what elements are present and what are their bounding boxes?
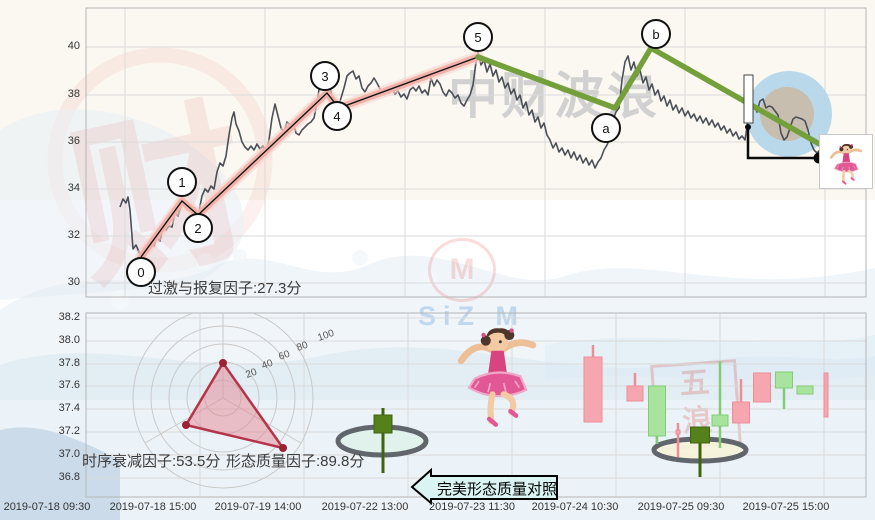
highlight-halo-tan xyxy=(760,87,814,141)
ballerina-thumbnail-icon xyxy=(823,139,869,185)
correction-wave-line xyxy=(475,45,826,149)
ballerina-illustration xyxy=(438,316,556,428)
candle-body xyxy=(648,385,666,437)
candle-body xyxy=(583,356,603,423)
ballerina-thumbnail-box xyxy=(819,134,873,189)
candle-body xyxy=(373,414,393,434)
impulse-wave-halo xyxy=(135,51,484,263)
radar-scale-label: 40 xyxy=(260,358,275,372)
candle-body xyxy=(775,371,793,389)
measure-dot-start xyxy=(745,124,751,130)
candle-body xyxy=(675,429,681,435)
overreaction-factor-label: 过激与报复因子:27.3分 xyxy=(148,280,302,297)
price-line xyxy=(119,51,845,259)
candle-body xyxy=(823,372,829,418)
candle-body xyxy=(626,385,644,402)
measure-bracket xyxy=(746,127,819,160)
perfect-pattern-compare-button[interactable]: 完美形态质量对照 xyxy=(437,481,558,498)
radar-scale-label: 60 xyxy=(277,349,292,363)
impulse-wave-band xyxy=(137,53,482,261)
radar-ring xyxy=(132,313,314,489)
candle-body xyxy=(753,372,771,403)
candle-body xyxy=(690,426,710,444)
radar-scale-label: 80 xyxy=(295,340,310,354)
impulse-wave-core xyxy=(140,56,479,258)
candle-body xyxy=(796,385,814,395)
radar-vertex-dot xyxy=(182,421,190,429)
radar-scale-label: 20 xyxy=(244,367,259,381)
candle-body xyxy=(732,401,750,424)
candle-body xyxy=(711,414,729,427)
measure-bar xyxy=(743,74,754,124)
shape-quality-factor-label: 形态质量因子:89.8分 xyxy=(226,453,365,470)
callout-arrow-shape xyxy=(410,467,558,506)
radar-vertex-dot xyxy=(279,444,287,452)
radar-polygon xyxy=(184,360,286,450)
time-decay-factor-label: 时序衰减因子:53.5分 xyxy=(82,453,221,470)
radar-vertex-dot xyxy=(219,359,227,367)
